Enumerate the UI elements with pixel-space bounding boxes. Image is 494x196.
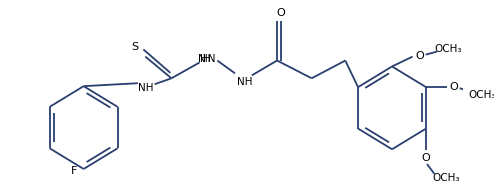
Text: O: O	[450, 82, 458, 92]
Text: OCH₃: OCH₃	[434, 44, 462, 54]
Text: HN: HN	[200, 54, 216, 64]
Text: O: O	[277, 8, 285, 18]
Text: F: F	[71, 166, 78, 176]
Text: NH: NH	[138, 83, 154, 93]
Text: H: H	[203, 54, 211, 64]
Text: S: S	[131, 42, 139, 52]
Text: NH: NH	[237, 77, 252, 87]
Text: OCH₃: OCH₃	[433, 173, 460, 183]
Text: OCH₃: OCH₃	[468, 90, 494, 100]
Text: O: O	[422, 153, 430, 163]
Text: O: O	[416, 51, 424, 61]
Text: N: N	[198, 54, 206, 64]
